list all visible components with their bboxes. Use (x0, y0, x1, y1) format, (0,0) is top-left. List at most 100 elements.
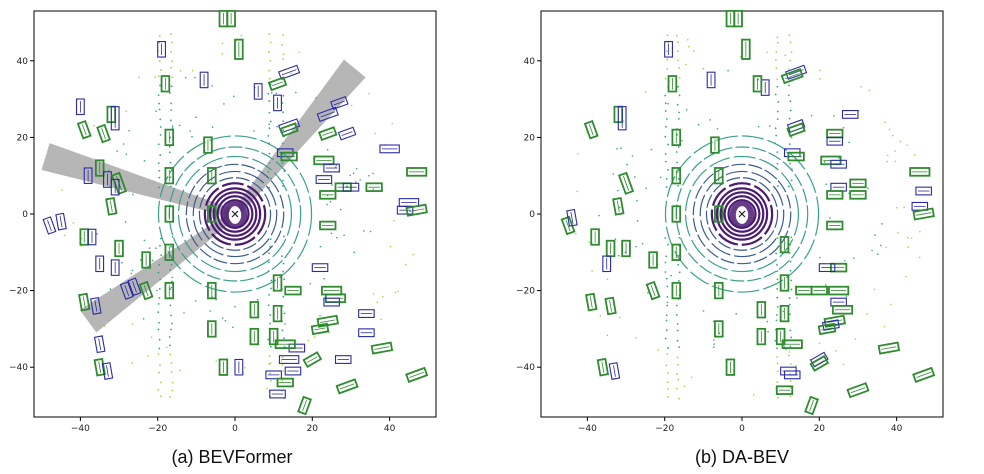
ground-truth-box (804, 395, 820, 416)
ground-truth-box (590, 228, 600, 246)
predicted-box (342, 182, 360, 192)
ground-truth-box (604, 296, 617, 316)
predicted-box (826, 136, 844, 146)
ground-truth-box (249, 301, 260, 319)
panel-da-bev: −40 −20 0 20 40 −40 −20 0 20 40 (516, 10, 944, 434)
lidar-ring (192, 170, 278, 258)
ground-truth-box (817, 322, 837, 336)
ground-truth-box (370, 341, 394, 355)
x-tick-label: 40 (891, 424, 903, 434)
predicted-box (602, 255, 612, 273)
predicted-box (110, 259, 120, 276)
predicted-box (127, 277, 142, 297)
ground-truth-box (207, 167, 217, 185)
predicted-box (55, 212, 67, 231)
ground-truth-box (141, 251, 151, 269)
predicted-box (110, 106, 120, 131)
predicted-box (101, 362, 114, 380)
x-tick-label: 40 (384, 424, 396, 434)
ground-truth-box (319, 190, 337, 200)
y-tick-label: 40 (524, 57, 536, 67)
lidar-ring (699, 170, 785, 258)
predicted-box (83, 167, 93, 184)
predicted-box (42, 216, 57, 235)
ground-truth-box (725, 358, 736, 376)
lidar-ring (710, 182, 774, 246)
predicted-box (379, 144, 400, 154)
predicted-box (119, 281, 134, 300)
ground-truth-box (319, 220, 337, 231)
predicted-box (608, 362, 621, 380)
ground-truth-box (786, 122, 806, 138)
ground-truth-box (218, 358, 229, 376)
ground-truth-box (671, 281, 682, 300)
ground-truth-box (207, 205, 217, 223)
predicted-box (75, 98, 85, 116)
ground-truth-box (249, 327, 260, 346)
predicted-box (87, 228, 97, 246)
lidar-ring (157, 135, 313, 293)
ground-truth-box (671, 243, 682, 261)
predicted-box (278, 355, 300, 364)
ground-truth-box (752, 75, 763, 93)
axes: −40 −20 0 20 40 −40 −20 0 20 40 (9, 57, 396, 434)
x-tick-label: 0 (739, 424, 745, 434)
predicted-box (664, 41, 673, 58)
ground-truth-box (203, 136, 213, 154)
ground-truth-box (710, 136, 720, 154)
x-tick-label: −20 (655, 424, 674, 434)
ground-truth-box (268, 327, 279, 346)
ego-clearance (228, 206, 242, 224)
ground-truth-box (406, 167, 428, 177)
ground-truth-box (779, 236, 790, 254)
ground-truth-box (645, 280, 661, 301)
predicted-box (90, 297, 102, 315)
ground-truth-box (96, 123, 112, 144)
ground-truth-box (826, 220, 844, 231)
ground-truth-box (160, 75, 171, 93)
ground-truth-box (164, 167, 175, 185)
panel-bevformer: −40 −20 0 20 40 −40 −20 0 20 40 (9, 10, 437, 434)
ground-truth-box (105, 197, 118, 216)
lidar-ring (692, 163, 792, 265)
ground-truth-box (297, 395, 313, 416)
predicted-box (157, 41, 166, 58)
highlight-sector (79, 210, 238, 333)
predicted-box (818, 263, 836, 273)
ground-truth-box (585, 292, 598, 312)
ground-truth-box (823, 314, 846, 328)
ground-truth-box (756, 327, 767, 346)
y-tick-label: 0 (529, 210, 535, 220)
lidar-ring (212, 191, 258, 237)
ground-truth-box (787, 151, 805, 162)
lidar-ring (177, 155, 293, 273)
axes: −40 −20 0 20 40 −40 −20 0 20 40 (516, 57, 903, 434)
lidar-ring (216, 195, 254, 233)
x-tick-label: 20 (814, 424, 826, 434)
predicted-box (334, 355, 352, 364)
x-tick-label: −40 (71, 424, 90, 434)
ground-truth-box (756, 301, 767, 319)
y-tick-label: 0 (22, 210, 28, 220)
x-tick-label: −40 (578, 424, 597, 434)
ground-truth-box (775, 327, 786, 346)
ego-vehicle-icon (738, 210, 746, 218)
ground-truth-box (809, 354, 830, 372)
predicted-box (337, 126, 357, 141)
ground-truth-box (164, 243, 175, 261)
detection-boxes (560, 10, 936, 416)
ground-truth-box (405, 203, 428, 217)
ground-truth-box (94, 159, 105, 177)
lidar-ring (203, 182, 267, 246)
predicted-box (273, 94, 282, 112)
predicted-box (315, 175, 333, 184)
ground-truth-box (335, 378, 359, 395)
x-tick-label: 0 (232, 424, 238, 434)
highlight-sector (41, 143, 237, 218)
predicted-box (358, 309, 375, 319)
predicted-box (566, 208, 578, 227)
ground-truth-box (877, 341, 901, 355)
ground-truth-box (310, 322, 330, 336)
detection-boxes (42, 10, 429, 416)
ground-truth-box (714, 320, 724, 338)
